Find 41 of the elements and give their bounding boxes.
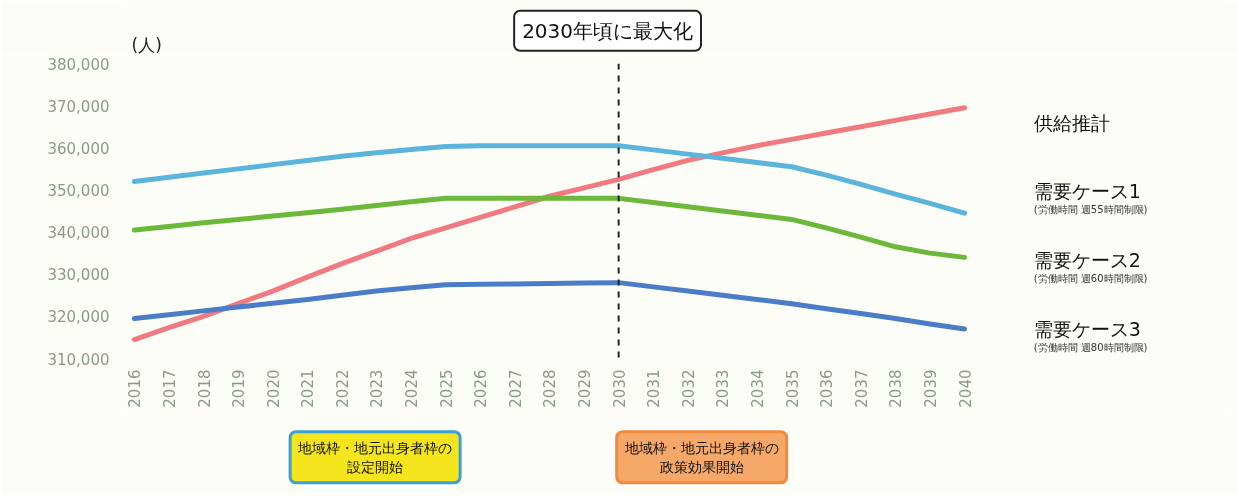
text: 需要ケース1 (労働時間 週55時間制限)	[1033, 180, 1148, 216]
y-tick-label: 360,000	[47, 139, 110, 158]
x-tick-label: 2028	[541, 369, 560, 408]
text: 需要ケース3 (労働時間 週80時間制限)	[1033, 318, 1148, 353]
x-tick-label: 2038	[887, 369, 906, 408]
x-tick-label: 2030	[610, 369, 629, 408]
x-tick-label: 2037	[852, 369, 871, 408]
x-tick-label: 2034	[749, 369, 768, 408]
y-tick-label: 310,000	[47, 350, 110, 369]
x-tick-label: 2016	[126, 369, 145, 408]
x-tick-label: 2019	[230, 369, 249, 408]
x-tick-label: 2033	[714, 369, 733, 408]
x-tick-label: 2022	[333, 369, 352, 408]
x-tick-label: 2035	[783, 369, 802, 408]
text: 2030年頃に最大化	[522, 18, 694, 43]
y-tick-label: 370,000	[47, 97, 110, 116]
text: 地域枠・地元出身者枠の政策効果開始	[623, 439, 779, 475]
y-axis-title: (人)	[131, 34, 162, 55]
y-tick-label: 380,000	[47, 55, 110, 74]
x-tick-label: 2031	[645, 369, 664, 408]
x-tick-label: 2020	[264, 369, 283, 408]
text: 地域枠・地元出身者枠の設定開始	[297, 439, 453, 475]
x-tick-label: 2027	[506, 369, 525, 408]
y-tick-label: 320,000	[47, 308, 110, 327]
y-tick-label: 350,000	[47, 181, 110, 200]
y-tick-label: 330,000	[47, 266, 110, 285]
text: 供給推計	[1033, 111, 1110, 134]
y-tick-label: 340,000	[47, 224, 110, 243]
x-tick-label: 2036	[818, 369, 837, 408]
x-tick-label: 2021	[299, 369, 318, 408]
x-tick-label: 2023	[368, 369, 387, 408]
x-tick-label: 2025	[437, 369, 456, 408]
x-tick-label: 2029	[576, 369, 595, 408]
x-tick-label: 2017	[160, 369, 179, 408]
x-tick-label: 2018	[195, 369, 214, 408]
text: 需要ケース2 (労働時間 週60時間制限)	[1033, 249, 1148, 285]
x-tick-label: 2024	[403, 369, 422, 408]
x-tick-label: 2026	[472, 369, 491, 408]
x-tick-label: 2039	[921, 369, 940, 408]
x-tick-label: 2040	[956, 369, 975, 408]
x-tick-label: 2032	[679, 369, 698, 408]
